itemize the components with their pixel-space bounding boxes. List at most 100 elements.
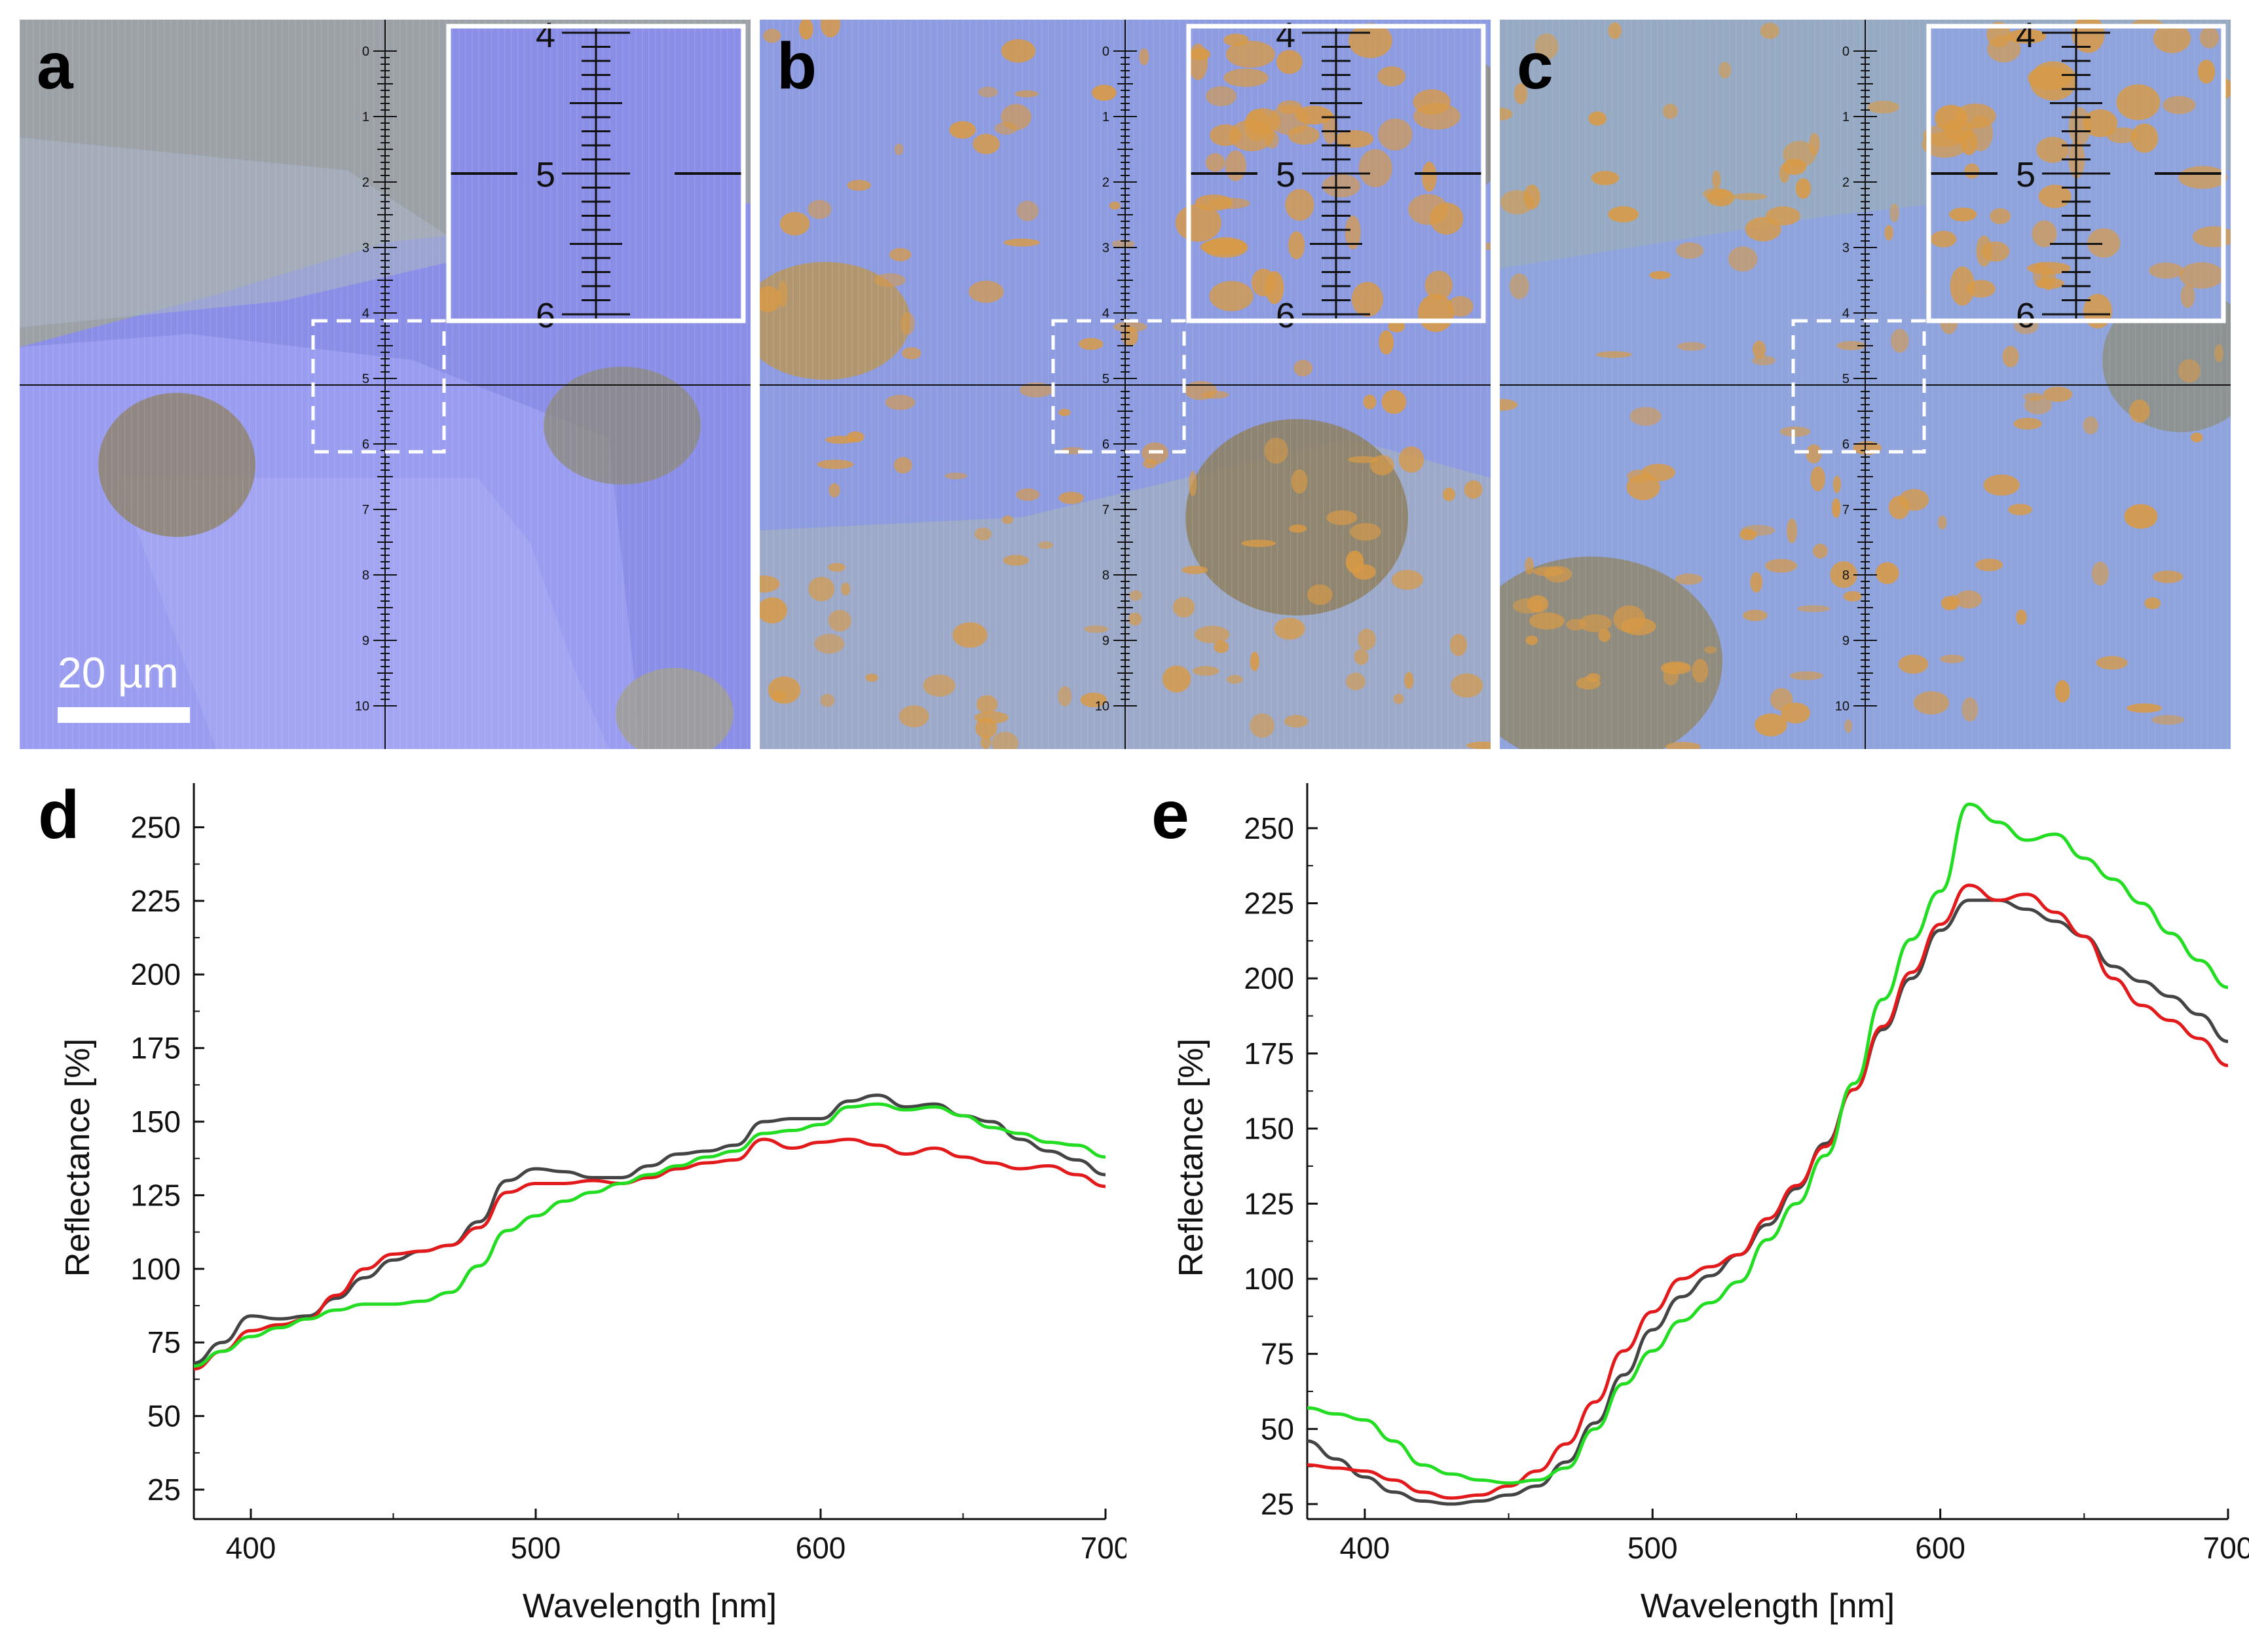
pigment-spot [1264,437,1288,464]
pigment-spot [1449,634,1468,656]
pigment-spot [1629,407,1662,426]
inset-border [1926,24,2226,323]
inset-pigment-spot [2041,268,2056,291]
inset-pigment-spot [2032,220,2057,248]
inset-pigment-spot [2087,228,2121,258]
pigment-spot [1975,559,2003,572]
micrograph-panel-b: 0 1 2 3 4 5 6 7 8 9 10 4 5 6 b [760,20,1491,749]
zoom-inset-b: 456 [1175,20,1486,335]
pigment-spot [1442,487,1455,502]
zoom-inset-c: 456 [1922,20,2231,335]
inset-pigment-spot [1351,282,1383,317]
reticle-tick-label: 3 [1102,241,1109,255]
micrograph-b-svg: 0 1 2 3 4 5 6 7 8 9 10 4 5 6 b [760,20,1491,749]
pigment-spot [2124,504,2158,529]
pigment-spot [1464,480,1483,499]
scale-bar-label: 20 µm [58,648,179,697]
y-tick-label: 75 [147,1325,181,1359]
pigment-spot [1719,62,1732,79]
micrograph-a-svg: 0 1 2 3 4 5 6 7 8 9 10 4 5 6 a 20 µm [20,20,751,749]
reticle-tick-label: 4 [1842,306,1849,321]
inset-pigment-spot [1358,149,1392,187]
inset-pigment-spot [1209,281,1254,312]
pigment-spot [865,673,878,682]
inset-pigment-spot [1223,68,1269,87]
pigment-spot [2043,386,2073,402]
pigment-spot [973,134,1000,155]
pigment-spot [1626,474,1660,500]
pigment-spot [1732,193,1768,200]
pigment-spot [1129,590,1143,601]
pigment-spot [841,582,851,596]
inset-reticle-label: 6 [536,296,555,335]
inset-pigment-spot [1265,271,1284,304]
pigment-spot [1379,330,1394,355]
pigment-spot [763,28,781,43]
pigment-spot [893,456,912,474]
pigment-spot [1779,426,1811,437]
pigment-spot [978,86,998,98]
reticle-tick-label: 10 [355,699,369,714]
inset-pigment-spot [1976,235,1992,267]
micrograph-panel-a: 0 1 2 3 4 5 6 7 8 9 10 4 5 6 a 20 µm [20,20,751,749]
inset-pigment-spot [2083,109,2118,138]
pigment-spot [2127,703,2162,713]
x-tick-label: 500 [511,1531,561,1565]
pigment-spot [808,576,835,602]
pigment-spot [828,562,846,572]
pigment-spot [1810,466,1825,492]
pigment-spot [1284,714,1309,728]
pigment-spot [1058,686,1072,707]
inset-reticle-label: 5 [1276,155,1295,194]
pigment-spot [1812,543,1828,559]
pigment-spot [825,435,857,444]
pigment-spot [1184,380,1217,400]
y-tick-label: 200 [130,957,181,991]
pigment-spot [1016,488,1040,501]
inset-pigment-spot [1265,130,1279,149]
pigment-spot [1676,242,1704,259]
reticle-tick-label: 6 [1842,437,1849,452]
y-tick-label: 175 [130,1031,181,1065]
pigment-spot [1345,672,1366,691]
pigment-spot [974,711,1009,724]
inset-reticle-label: 5 [2016,155,2035,194]
pigment-spot [768,676,801,704]
inset-pigment-spot [1322,112,1338,144]
pigment-spot [1677,342,1706,351]
y-tick-label: 50 [147,1399,181,1433]
x-axis-label: Wavelength [nm] [1641,1587,1895,1625]
pigment-spot [1797,605,1831,612]
reticle-tick-label: 10 [1095,699,1109,714]
zoom-region-box [1791,319,1926,454]
pigment-spot [779,211,810,236]
pigment-spot [1875,562,1899,584]
pigment-spot [1162,665,1191,693]
pigment-spot [1598,629,1611,642]
inset-pigment-spot [1930,230,1957,248]
reticle-b: 0 1 2 3 4 5 6 7 8 9 10 [760,20,1491,749]
pigment-spot [1289,524,1307,533]
pigment-spot [1728,246,1758,272]
inset-pigment-spot [1966,280,1996,298]
inset-pigment-spot [1922,132,1968,158]
y-axis-label: Reflectance [%] [59,1038,97,1277]
panel-letter-d: d [38,777,80,853]
inset-pigment-spot [2199,27,2220,48]
reticle-tick-label: 4 [1102,306,1109,321]
pigment-spot [1770,688,1793,711]
pigment-spot [1250,713,1275,738]
pigment-spot [771,690,787,701]
reticle-tick-label: 1 [1842,110,1849,124]
pigment-spot [1083,625,1109,633]
inset-pigment-spot [1348,23,1392,58]
pigment-spot [1795,178,1812,199]
pigment-spot [899,705,929,727]
chart-e-svg: 25 50 75 100 125 150 175 200 225 250 400 500 600 700 W… [1151,777,2249,1625]
inset-pigment-spot [1413,89,1451,115]
reticle-tick-label: 9 [362,634,369,648]
pigment-spot [1354,649,1369,665]
series-line-0 [1307,898,2229,1506]
pigment-spot [992,731,1019,749]
reticle-tick-label: 9 [1102,634,1109,648]
